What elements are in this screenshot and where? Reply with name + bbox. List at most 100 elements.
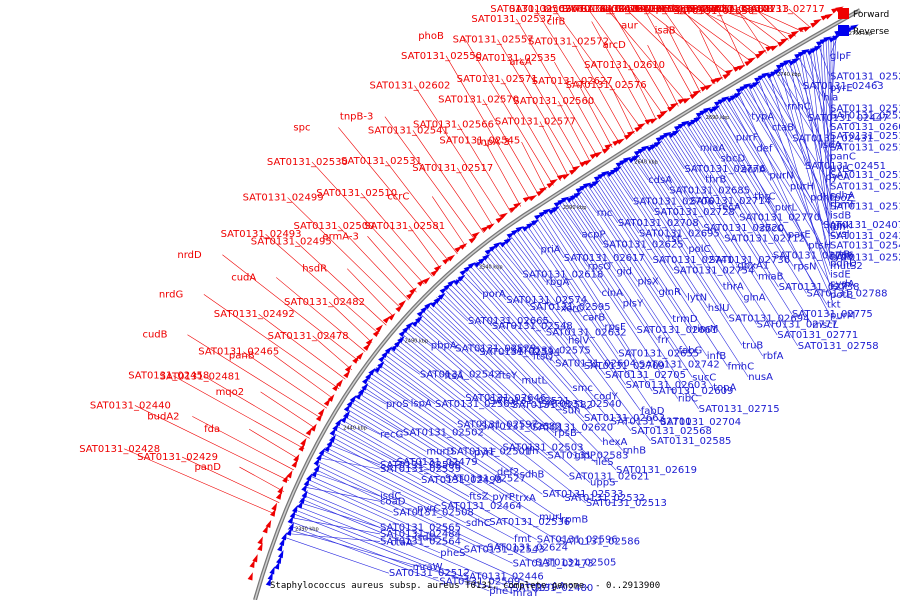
reverse-leader [589,182,619,224]
reverse-feature-arrow [813,45,823,51]
reverse-gene-label: SAT0131_02518 [830,104,900,115]
reverse-gene-label: SAT0131_02512 [389,568,470,579]
forward-gene-label: arcA [509,57,532,68]
reverse-gene-label: SAT0131_02565 [380,522,461,533]
reverse-leader [641,150,670,191]
reverse-leader [338,422,470,497]
reverse-leader [332,432,422,481]
reverse-gene-label: SAT0131_02771 [777,330,858,341]
reverse-leader [420,313,575,456]
reverse-gene-label: hslV [568,335,589,346]
reverse-feature-arrow [601,170,610,177]
reverse-feature-arrow [318,447,326,456]
reverse-feature-arrow [453,278,462,286]
reverse-feature-arrow [526,222,535,229]
forward-gene-label: panB [229,350,255,361]
reverse-feature-arrow [335,418,342,427]
reverse-feature-arrow [447,279,456,287]
reverse-feature-arrow [299,495,306,504]
forward-gene-label: SAT0131_02572 [528,37,609,48]
forward-leader [610,84,635,134]
forward-leader [752,8,804,33]
reverse-leader [701,113,755,197]
reverse-gene-label: SAT0131_02446 [463,572,544,583]
reverse-gene-label: ftsY [499,370,518,381]
forward-leader [239,466,285,492]
forward-feature-arrow [332,383,340,392]
kbp-tick-label: 2590 kbp [563,205,587,211]
reverse-feature-arrow [467,261,476,269]
reverse-gene-label: pdhC [810,193,836,204]
forward-gene-label: SAT0131_02628 [581,4,662,15]
reverse-leader [497,244,523,275]
reverse-gene-label: SAT0131_02594 [479,347,560,358]
reverse-leader [571,194,693,378]
forward-feature-arrow [528,195,538,201]
forward-gene-label: SAT0131_02602 [369,81,450,92]
forward-gene-label: panD [194,462,221,473]
reverse-gene-label: ftsZ [469,492,488,503]
forward-gene-label: SAT0131_02571 [457,74,538,85]
reverse-gene-label: SAT0131_02480 [512,583,593,594]
reverse-feature-arrow [326,439,334,448]
reverse-gene-label: SAT0131_02463 [803,81,884,92]
reverse-leader [340,419,446,479]
reverse-gene-label: SAT0131_02533 [542,489,623,500]
forward-feature-arrow [395,304,403,313]
reverse-gene-label: sdhA [830,190,855,201]
forward-feature-arrow [757,49,767,56]
reverse-gene-label: SAT0131_02503 [503,442,584,453]
forward-gene-label: SAT0131_02557 [453,35,534,46]
forward-leader [273,355,334,399]
forward-gene-label: phoB [418,31,444,42]
reverse-gene-label: SAT0131_02694 [729,313,810,324]
kbp-tick-label: 2390 kbp [295,526,319,532]
reverse-leader [576,191,638,282]
reverse-leader [680,125,740,218]
reverse-gene-label: SAT0131_02524 [830,252,900,263]
forward-leader [497,39,576,172]
forward-leader [338,127,450,262]
reverse-gene-label: SAT0131_02646 [465,393,546,404]
reverse-gene-label: porA [482,289,506,300]
reverse-feature-arrow [534,214,543,221]
reverse-gene-label: ctaB [772,123,795,134]
forward-feature-arrow [604,143,613,150]
forward-feature-arrow [572,165,581,172]
forward-leader [258,313,346,380]
reverse-gene-label: sun [563,405,581,416]
reverse-gene-label: isdB [830,211,851,222]
forward-leader [243,351,328,409]
reverse-leader [407,328,431,346]
reverse-feature-arrow [711,105,721,112]
forward-feature-arrow [430,269,439,277]
reverse-gene-label: isdF [830,281,850,292]
reverse-gene-label: SAT0131_02777 [757,319,838,330]
reverse-gene-label: mraY [513,588,540,599]
reverse-leader [441,291,617,471]
reverse-feature-arrow [482,254,491,261]
forward-feature-arrow [539,186,548,193]
forward-leader [788,8,811,28]
reverse-leader [747,85,831,264]
reverse-gene-label: SAT0131_02505 [535,558,616,569]
reverse-leader [556,204,623,304]
reverse-gene-label: plsY [623,298,644,309]
reverse-gene-label: SAT0131_02715 [699,404,780,415]
reverse-feature-arrow [681,120,690,127]
forward-feature-arrow [344,364,352,373]
forward-gene-label: SAT0131_02560 [513,96,594,107]
reverse-feature-arrow [457,274,466,282]
reverse-gene-label: cydB [829,252,854,263]
reverse-leader [290,521,413,568]
reverse-feature-arrow [641,145,650,152]
reverse-leader [307,483,536,587]
reverse-leader [394,342,466,399]
legend-forward-label: Forward [853,10,889,20]
reverse-leader [503,239,606,376]
reverse-gene-label: SAT0131_02663 [584,413,665,424]
reverse-feature-arrow [297,500,303,509]
reverse-gene-label: SAT0131_02617 [564,253,645,264]
forward-leader [367,236,417,293]
reverse-leader [763,75,826,178]
